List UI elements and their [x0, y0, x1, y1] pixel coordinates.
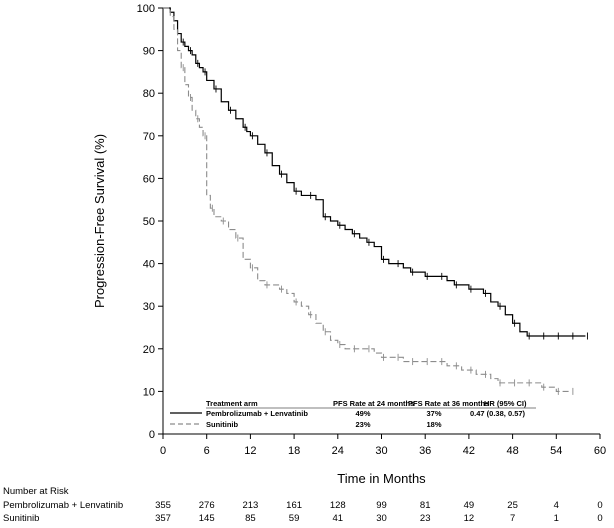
number-at-risk-table: Number at Risk Pembrolizumab + Lenvatinib… [3, 486, 603, 524]
y-axis-title: Progression-Free Survival (%) [92, 134, 107, 308]
x-tick-label: 48 [506, 445, 518, 457]
y-tick-label: 20 [143, 344, 155, 356]
risk-value: 41 [333, 513, 344, 524]
risk-value: 355 [155, 500, 171, 511]
legend-arm-label: Sunitinib [206, 420, 238, 429]
risk-value: 161 [286, 500, 302, 511]
x-tick-label: 12 [244, 445, 256, 457]
series-line-sunitinib [163, 7, 571, 392]
risk-value: 23 [420, 513, 431, 524]
risk-value: 59 [289, 513, 300, 524]
y-tick-label: 50 [143, 216, 155, 228]
risk-value: 30 [376, 513, 387, 524]
legend-pfs24-value: 23% [355, 420, 370, 429]
x-tick-label: 0 [160, 445, 166, 457]
legend-header-pfs24: PFS Rate at 24 months [333, 399, 414, 408]
x-tick-label: 42 [463, 445, 475, 457]
risk-value: 99 [376, 500, 387, 511]
y-tick-label: 40 [143, 259, 155, 271]
x-tick-label: 18 [288, 445, 300, 457]
y-tick-label: 0 [149, 429, 155, 441]
legend-arm-label: Pembrolizumab + Lenvatinib [206, 409, 308, 418]
risk-row-label: Sunitinib [3, 513, 39, 524]
risk-value: 4 [554, 500, 559, 511]
survival-curves [163, 7, 588, 395]
risk-value: 145 [199, 513, 215, 524]
risk-row-label: Pembrolizumab + Lenvatinib [3, 500, 123, 511]
risk-value: 0 [597, 500, 602, 511]
risk-value: 49 [464, 500, 475, 511]
legend-pfs24-value: 49% [355, 409, 370, 418]
y-tick-label: 30 [143, 301, 155, 313]
risk-value: 12 [464, 513, 475, 524]
x-tick-label: 54 [550, 445, 562, 457]
x-tick-label: 6 [204, 445, 210, 457]
risk-value: 81 [420, 500, 431, 511]
risk-value: 1 [554, 513, 559, 524]
x-tick-label: 36 [419, 445, 431, 457]
y-tick-label: 10 [143, 386, 155, 398]
legend-header-arm: Treatment arm [206, 399, 258, 408]
y-tick-label: 60 [143, 173, 155, 185]
risk-value: 128 [330, 500, 346, 511]
risk-value: 276 [199, 500, 215, 511]
y-tick-label: 80 [143, 88, 155, 100]
y-tick-label: 90 [143, 46, 155, 58]
x-tick-label: 30 [375, 445, 387, 457]
risk-value: 0 [597, 513, 602, 524]
x-tick-label: 24 [332, 445, 344, 457]
legend-header-pfs36: PFS Rate at 36 months [408, 399, 489, 408]
series-line-pembrolizumab-lenvatinib [163, 7, 586, 337]
risk-value: 213 [242, 500, 258, 511]
legend-pfs36-value: 37% [426, 409, 441, 418]
risk-value: 357 [155, 513, 171, 524]
y-tick-label: 100 [137, 3, 155, 15]
axes: 0 10 20 30 40 50 60 70 80 90 100 0 6 12 18 24 30 36 42 48 54… [92, 3, 606, 486]
risk-value: 25 [507, 500, 518, 511]
legend-header-hr: HR (95% CI) [484, 399, 527, 408]
legend-pfs36-value: 18% [426, 420, 441, 429]
risk-value: 85 [245, 513, 256, 524]
x-tick-label: 60 [594, 445, 606, 457]
risk-value: 7 [510, 513, 515, 524]
y-tick-label: 70 [143, 131, 155, 143]
legend-hr-value: 0.47 (0.38, 0.57) [470, 409, 526, 418]
x-axis-title: Time in Months [337, 471, 426, 486]
risk-table-title: Number at Risk [3, 486, 69, 497]
